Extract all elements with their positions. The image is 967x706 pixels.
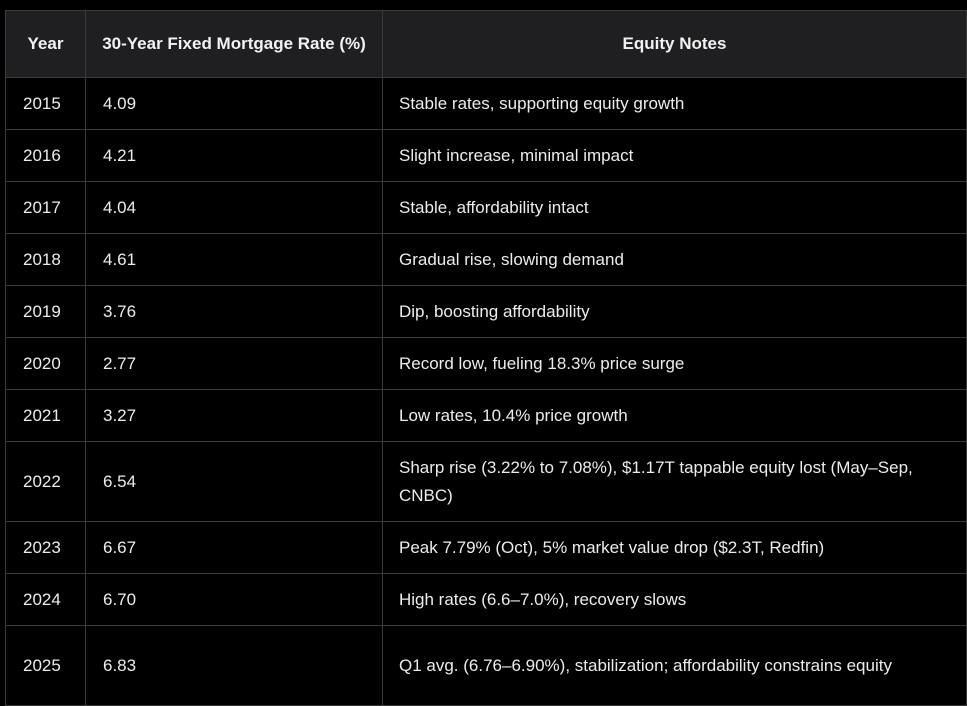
cell-notes: Stable rates, supporting equity growth [382,77,967,130]
table-row: 2022 6.54 Sharp rise (3.22% to 7.08%), $… [5,441,967,522]
cell-rate: 4.21 [85,129,383,182]
cell-notes: Peak 7.79% (Oct), 5% market value drop (… [382,521,967,574]
cell-notes: Slight increase, minimal impact [382,129,967,182]
column-header-notes: Equity Notes [382,10,967,78]
cell-year: 2019 [5,285,86,338]
table-row: 2020 2.77 Record low, fueling 18.3% pric… [5,337,967,390]
table-header: Year 30-Year Fixed Mortgage Rate (%) Equ… [5,10,967,78]
cell-notes: Dip, boosting affordability [382,285,967,338]
cell-notes: Gradual rise, slowing demand [382,233,967,286]
table-row: 2019 3.76 Dip, boosting affordability [5,285,967,338]
table-row: 2018 4.61 Gradual rise, slowing demand [5,233,967,286]
column-header-rate: 30-Year Fixed Mortgage Rate (%) [85,10,383,78]
column-header-year: Year [5,10,86,78]
cell-notes: Low rates, 10.4% price growth [382,389,967,442]
table-row: 2024 6.70 High rates (6.6–7.0%), recover… [5,573,967,626]
cell-rate: 3.76 [85,285,383,338]
table-row: 2023 6.67 Peak 7.79% (Oct), 5% market va… [5,521,967,574]
cell-rate: 4.04 [85,181,383,234]
cell-notes: Q1 avg. (6.76–6.90%), stabilization; aff… [382,625,967,706]
cell-rate: 6.83 [85,625,383,706]
cell-year: 2016 [5,129,86,182]
cell-year: 2021 [5,389,86,442]
cell-year: 2020 [5,337,86,390]
cell-notes: Sharp rise (3.22% to 7.08%), $1.17T tapp… [382,441,967,522]
table-body: 2015 4.09 Stable rates, supporting equit… [5,77,967,706]
cell-year: 2022 [5,441,86,522]
cell-rate: 3.27 [85,389,383,442]
cell-rate: 6.70 [85,573,383,626]
cell-rate: 4.09 [85,77,383,130]
cell-notes: Stable, affordability intact [382,181,967,234]
cell-rate: 4.61 [85,233,383,286]
cell-rate: 6.67 [85,521,383,574]
cell-year: 2025 [5,625,86,706]
cell-rate: 2.77 [85,337,383,390]
cell-notes: High rates (6.6–7.0%), recovery slows [382,573,967,626]
cell-year: 2023 [5,521,86,574]
table-row: 2025 6.83 Q1 avg. (6.76–6.90%), stabiliz… [5,625,967,706]
cell-notes: Record low, fueling 18.3% price surge [382,337,967,390]
cell-year: 2018 [5,233,86,286]
cell-year: 2017 [5,181,86,234]
table-row: 2016 4.21 Slight increase, minimal impac… [5,129,967,182]
table-row: 2017 4.04 Stable, affordability intact [5,181,967,234]
mortgage-rate-table: Year 30-Year Fixed Mortgage Rate (%) Equ… [5,10,967,706]
mortgage-rate-table-container: Year 30-Year Fixed Mortgage Rate (%) Equ… [5,10,967,706]
cell-year: 2015 [5,77,86,130]
header-row: Year 30-Year Fixed Mortgage Rate (%) Equ… [5,10,967,78]
table-row: 2015 4.09 Stable rates, supporting equit… [5,77,967,130]
cell-rate: 6.54 [85,441,383,522]
cell-year: 2024 [5,573,86,626]
table-row: 2021 3.27 Low rates, 10.4% price growth [5,389,967,442]
